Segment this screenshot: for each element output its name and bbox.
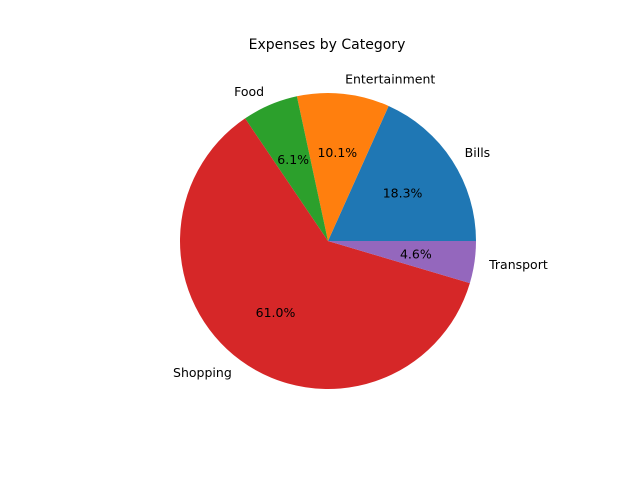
slice-label-transport: Transport (488, 257, 548, 272)
pct-label-entertainment: 10.1% (317, 145, 357, 160)
pie-slice-transport (328, 241, 476, 284)
slice-label-shopping: Shopping (173, 365, 232, 380)
pct-label-bills: 18.3% (383, 185, 423, 200)
pie-labels: Bills 18.3% Entertainment 10.1% Food 6.1% Shop… (173, 72, 548, 380)
slice-label-food: Food (234, 84, 264, 99)
pie-slice-food (245, 96, 328, 241)
pie-slice-bills (328, 105, 476, 241)
pct-label-shopping: 61.0% (256, 305, 296, 320)
pie-slices (180, 92, 476, 389)
pie-slice-shopping (180, 118, 470, 389)
pct-label-food: 6.1% (277, 152, 309, 167)
pct-label-transport: 4.6% (400, 246, 432, 261)
chart-title: Expenses by Category (249, 37, 406, 53)
slice-label-bills: Bills (465, 145, 491, 160)
slice-label-entertainment: Entertainment (345, 72, 435, 87)
pie-slice-entertainment (296, 92, 389, 241)
